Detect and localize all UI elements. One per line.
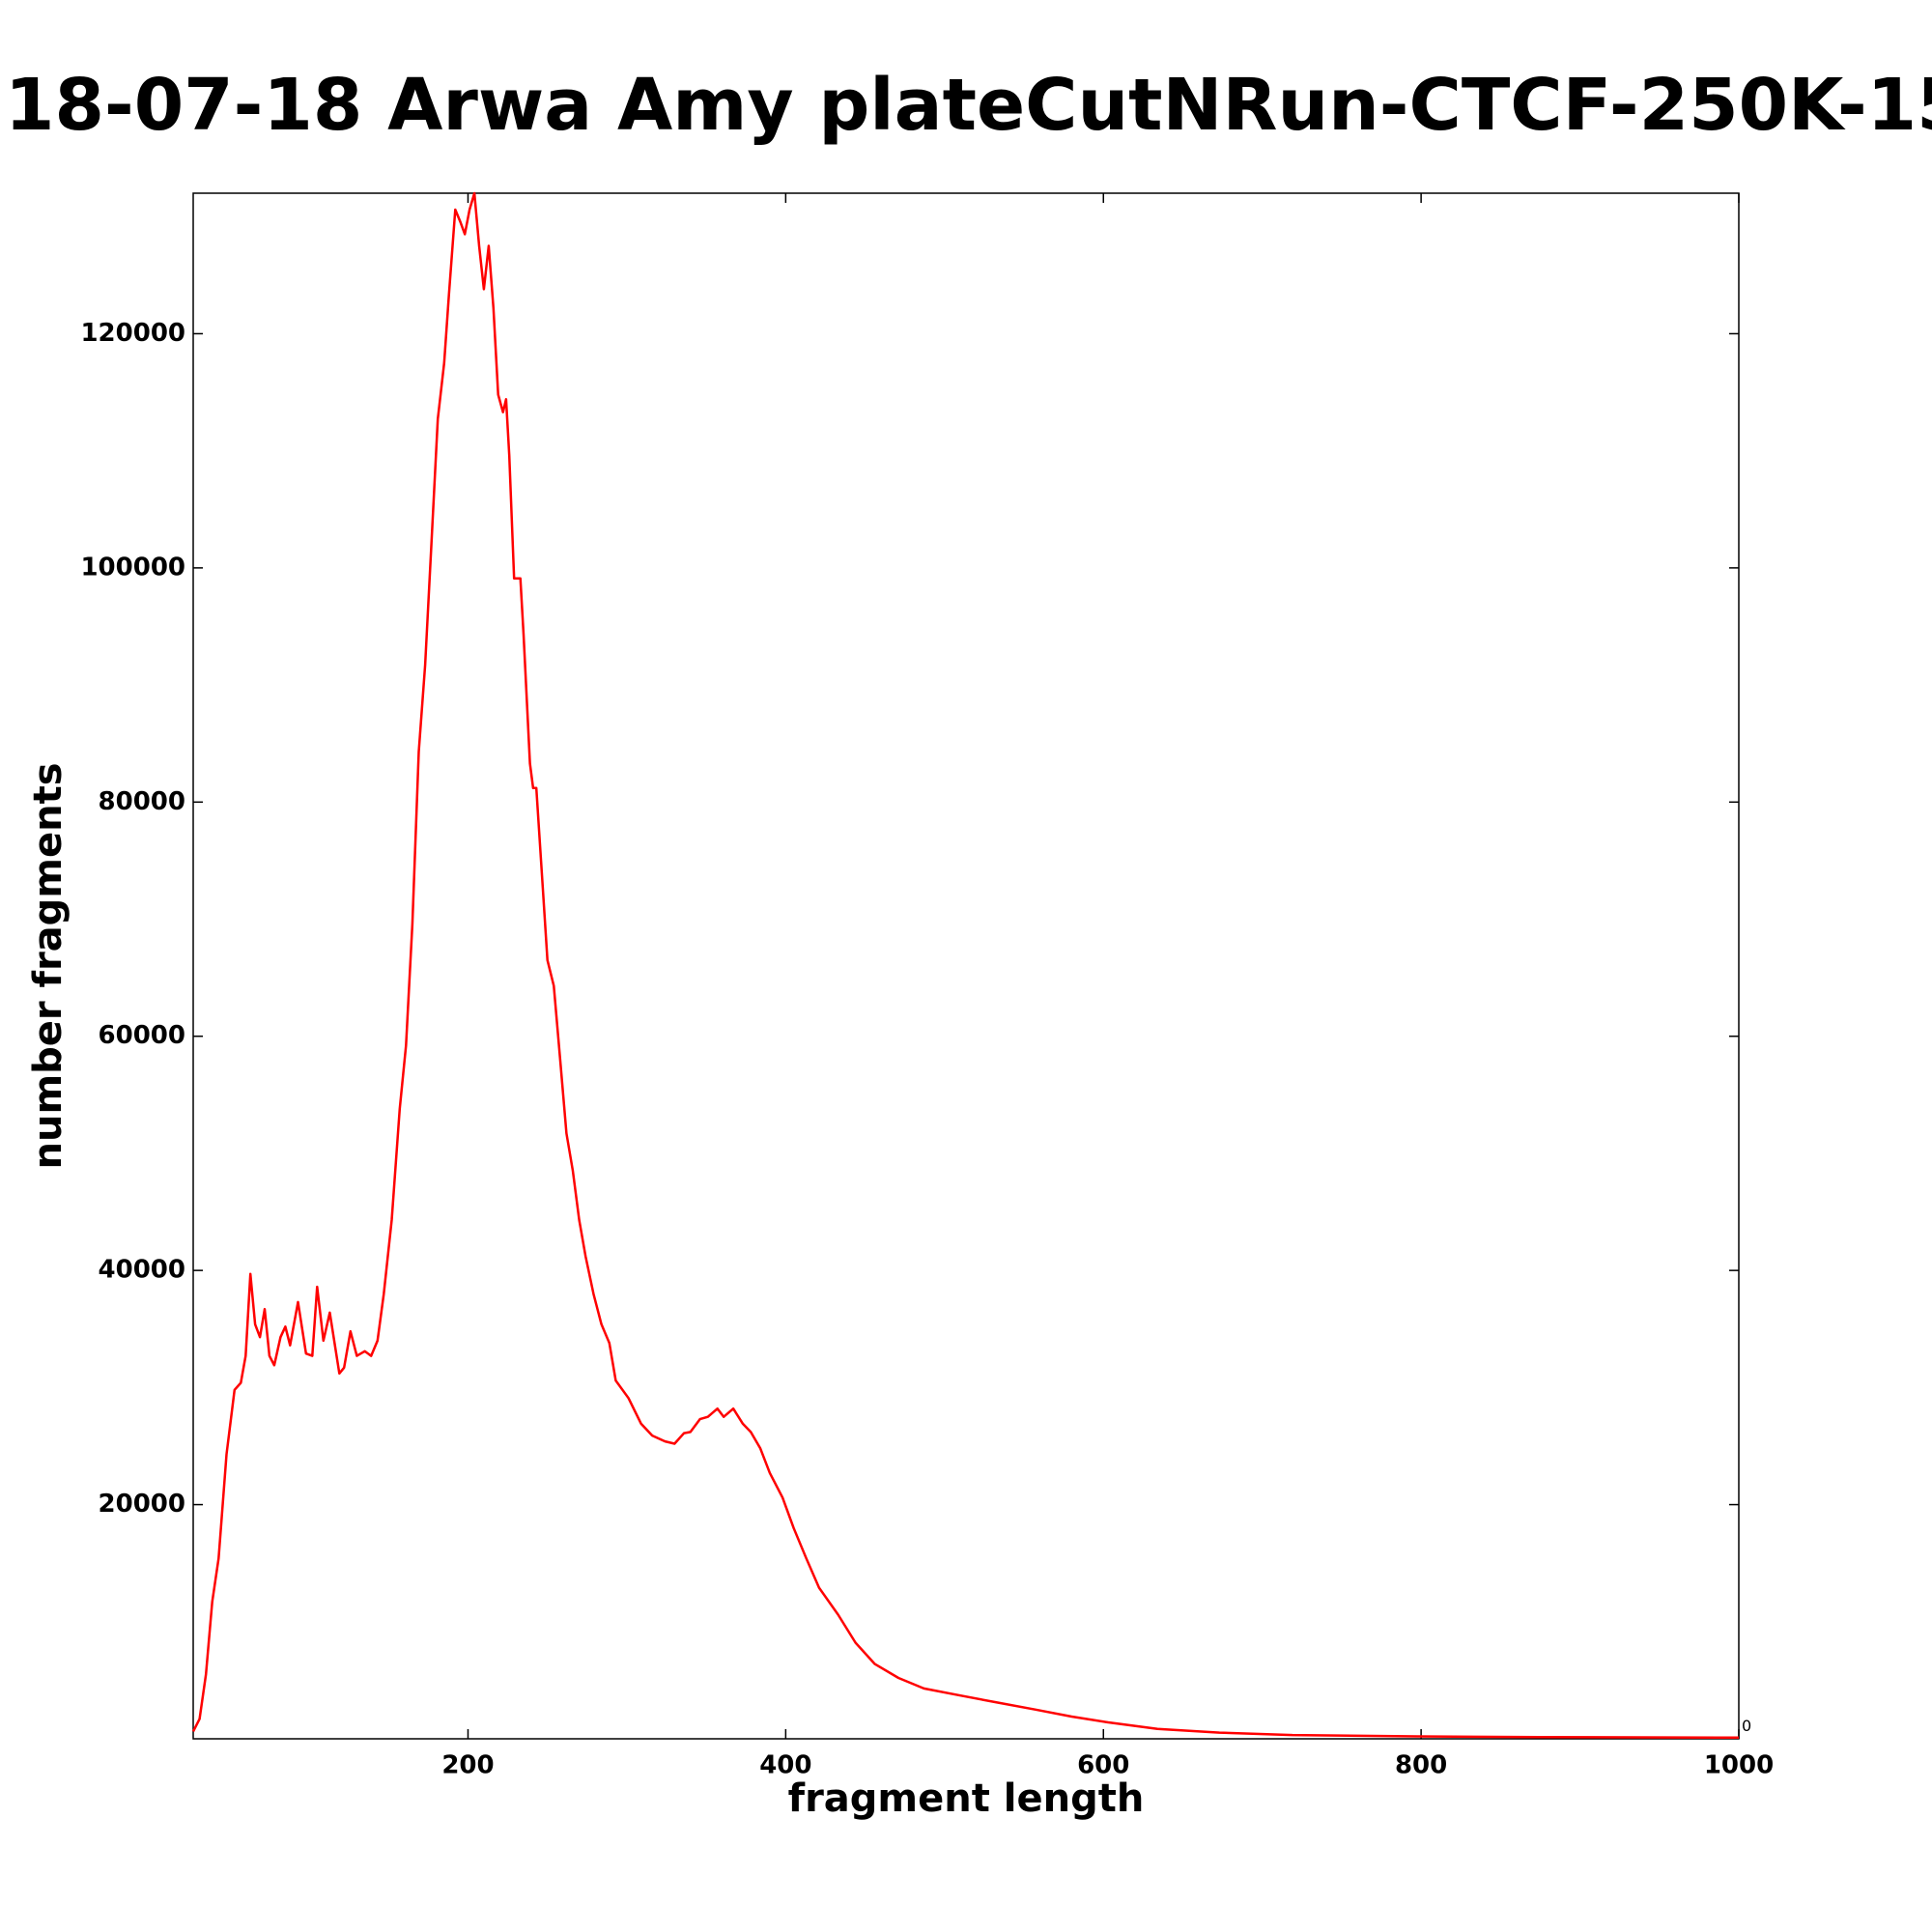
- y-tick-label: 40000: [99, 1256, 185, 1285]
- x-tick-label: 600: [1077, 1751, 1129, 1780]
- y-tick-label: 100000: [80, 553, 185, 582]
- annotation: 0: [1742, 1717, 1751, 1735]
- y-tick-label: 20000: [99, 1490, 185, 1519]
- plot-frame: [192, 192, 1740, 1740]
- y-axis-label: number fragments: [26, 762, 71, 1169]
- y-tick-label: 80000: [99, 787, 185, 816]
- data-line: [191, 191, 1740, 1740]
- y-tick-label: 120000: [80, 319, 185, 348]
- x-tick-label: 200: [441, 1751, 494, 1780]
- chart-title: 18-07-18 Arwa Amy plateCutNRun-CTCF-250K…: [5, 64, 1932, 147]
- x-axis-label: fragment length: [788, 1776, 1145, 1821]
- x-tick-label: 1000: [1704, 1751, 1774, 1780]
- x-tick-label: 800: [1395, 1751, 1447, 1780]
- x-tick-label: 400: [759, 1751, 811, 1780]
- y-tick-label: 60000: [99, 1021, 185, 1050]
